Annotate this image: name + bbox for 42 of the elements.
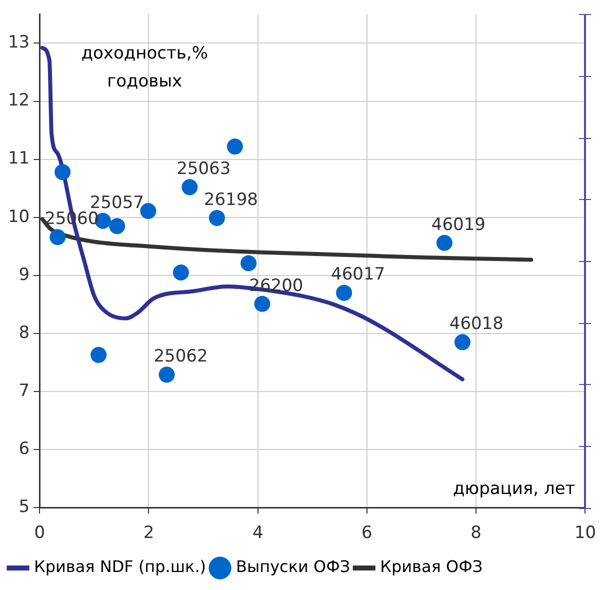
- point: [90, 346, 107, 363]
- legend-label: Выпуски ОФЗ: [236, 557, 350, 576]
- point: [50, 229, 66, 246]
- x-tick-label: 4: [252, 523, 264, 544]
- point: [336, 284, 352, 301]
- x-tick-label: 2: [143, 523, 154, 544]
- annotation: 46018: [449, 314, 504, 334]
- y-tick-label: 5: [18, 497, 30, 518]
- annotation: 25063: [176, 159, 231, 180]
- x-tick-label: 10: [574, 523, 596, 544]
- x-tick-label: 8: [470, 523, 482, 544]
- annotation: 46019: [431, 214, 486, 235]
- annotation: 25062: [154, 346, 208, 367]
- legend-label: Кривая ОФЗ: [380, 557, 483, 576]
- point: [109, 218, 126, 234]
- x-tick-label: 0: [34, 523, 46, 544]
- point: [454, 334, 470, 350]
- x-axis-title: дюрация, лет: [453, 479, 576, 500]
- y-tick-label: 7: [18, 380, 30, 401]
- y-tick-label: 11: [8, 148, 30, 169]
- point: [226, 138, 243, 155]
- annotation: 46017: [331, 264, 386, 285]
- annotation: 26198: [204, 190, 258, 210]
- y-axis-title: доходность,% годовых: [81, 44, 208, 92]
- y-tick-label: 6: [18, 438, 30, 459]
- point: [158, 366, 175, 383]
- point: [54, 164, 71, 180]
- point: [208, 210, 225, 226]
- point: [182, 179, 198, 196]
- annotation: 25057: [90, 192, 144, 213]
- point: [172, 264, 189, 281]
- y-tick-label: 8: [18, 322, 30, 343]
- annotation: 26200: [249, 276, 304, 296]
- y-tick-label: 12: [8, 90, 30, 111]
- legend-label: Кривая NDF (пр.шк.): [34, 557, 206, 576]
- point: [240, 255, 257, 272]
- x-tick-label: 6: [362, 523, 372, 544]
- y-tick-label: 9: [18, 264, 30, 285]
- point: [254, 296, 270, 312]
- y-tick-label: 13: [8, 32, 30, 53]
- y-tick-label: 10: [8, 206, 30, 227]
- point: [436, 234, 452, 251]
